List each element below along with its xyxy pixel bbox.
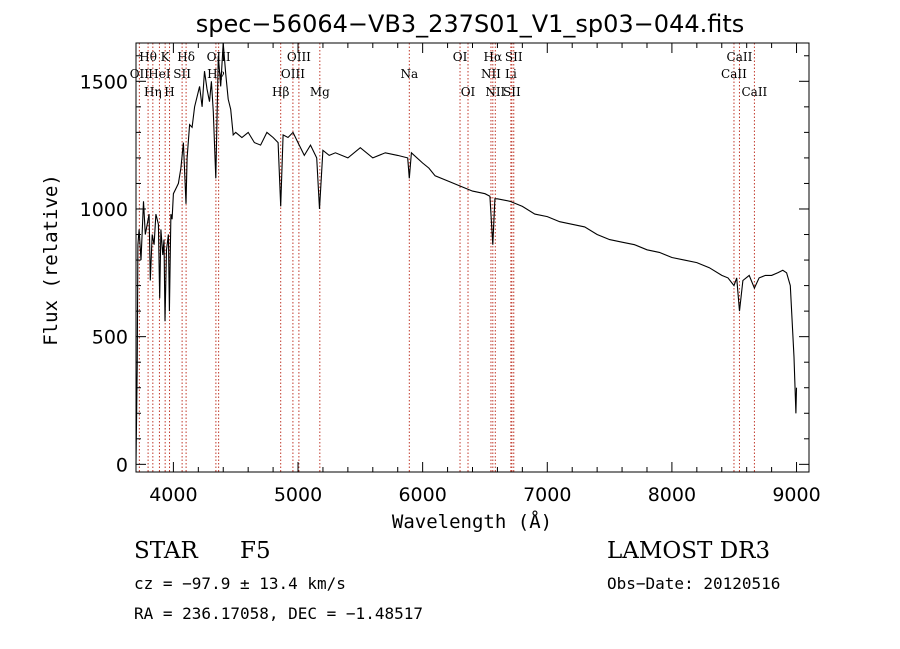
spectral-line-label: SII [173,67,191,81]
x-tick-label: 4000 [149,484,197,506]
y-tick-label: 1500 [80,71,128,93]
spectral-line-label: CaII [727,50,753,64]
spectral-line-label: OI [453,50,468,64]
spectral-line-label: Hη [144,85,162,99]
spectral-line-label: Hθ [139,50,157,64]
coordinates: RA = 236.17058, DEC = −1.48517 [134,604,423,623]
x-tick-label: 9000 [772,484,820,506]
y-tick-label: 500 [92,327,128,349]
spectral-subclass: F5 [240,538,271,564]
x-tick-label: 7000 [523,484,571,506]
spectral-line-label: NII [485,85,505,99]
plot-frame [135,42,810,473]
spectral-line-label: Hβ [272,85,289,99]
spectral-line-label: Hα [484,50,503,64]
spectral-line-label: SII [503,85,521,99]
survey-name: LAMOST DR3 [607,538,771,564]
chart-title: spec−56064−VB3_237S01_V1_sp03−044.fits [196,10,745,38]
y-tick-label: 1000 [80,199,128,221]
spectral-line-label: OI [461,85,476,99]
spectral-line-label: K [161,50,171,64]
spectral-line-label: CaII [721,67,747,81]
spectral-line-labels: OII Hθ Hη HeI K H SII Hδ Hγ OIII Hβ OIII OIII Mg Na OI O… [130,50,768,99]
spectral-line-label: Li [505,67,517,81]
x-tick-label: 5000 [274,484,322,506]
y-axis-ticks: 0 500 1000 1500 [80,55,809,476]
spectral-line-label: Hδ [177,50,195,64]
spectral-line-markers [138,43,755,472]
spectral-line-label: NII [481,67,501,81]
x-tick-label: 6000 [398,484,446,506]
spectral-line-label: Mg [310,85,330,99]
spectral-line-label: OIII [287,50,311,64]
object-class: STAR [134,538,198,564]
spectral-line-label: OIII [207,50,231,64]
x-tick-label: 8000 [648,484,696,506]
spectral-line-label: H [164,85,174,99]
spectral-line-label: OII [130,67,150,81]
spectral-line-label: CaII [741,85,767,99]
spectral-line-label: OIII [281,67,305,81]
spectral-line-label: Na [400,67,418,81]
spectral-line-label: SII [505,50,523,64]
redshift-velocity: cz = −97.9 ± 13.4 km/s [134,574,346,593]
y-tick-label: 0 [116,454,128,476]
spectral-line-label: Hγ [207,67,225,81]
x-axis-label: Wavelength (Å) [392,510,552,533]
observation-date: Obs−Date: 20120516 [607,574,781,593]
spectral-line-label: HeI [148,67,171,81]
y-axis-label: Flux (relative) [40,174,62,346]
flux-series-line [135,42,798,465]
x-axis-ticks: 4000 5000 6000 7000 8000 9000 [149,43,821,506]
